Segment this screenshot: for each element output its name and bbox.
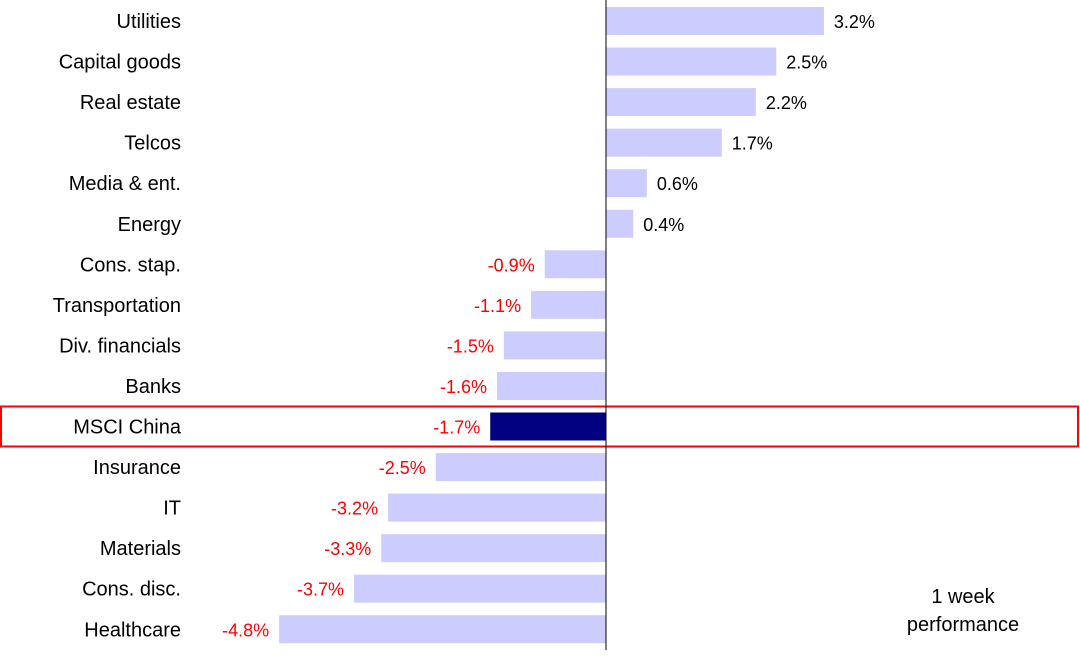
bar-real-estate	[606, 88, 756, 117]
category-label: Banks	[125, 376, 181, 398]
category-label: Telcos	[124, 133, 181, 155]
bar-utilities	[606, 7, 824, 35]
annotation-line-1: 1 week	[931, 586, 995, 608]
data-label: 0.6%	[657, 174, 698, 194]
bar-capital-goods	[606, 47, 777, 76]
data-label: -3.2%	[331, 499, 378, 519]
category-label: Energy	[118, 214, 181, 236]
bar-materials	[381, 534, 606, 563]
data-label: 0.4%	[643, 215, 684, 235]
category-label: Insurance	[93, 457, 181, 479]
bar-media-ent-	[606, 169, 647, 198]
bar-cons-stap-	[544, 250, 606, 279]
bar-healthcare	[279, 615, 606, 644]
data-label: -2.5%	[379, 458, 426, 478]
data-label: -1.5%	[447, 336, 494, 356]
bar-div-financials	[503, 331, 606, 360]
bar-transportation	[531, 290, 606, 319]
category-label: Div. financials	[59, 335, 181, 357]
category-label: Real estate	[80, 92, 181, 114]
data-label: 2.5%	[786, 53, 827, 73]
bar-energy	[606, 209, 634, 238]
category-label: Media & ent.	[69, 173, 181, 195]
category-label: Transportation	[53, 295, 181, 317]
bar-cons-disc-	[354, 574, 606, 603]
bar-banks	[497, 371, 606, 400]
category-label: Healthcare	[84, 619, 181, 641]
bar-telcos	[606, 128, 722, 157]
category-label: MSCI China	[73, 417, 182, 439]
category-label: IT	[163, 498, 181, 520]
data-label: -4.8%	[222, 620, 269, 640]
bar-msci-china	[490, 412, 606, 441]
category-label: Cons. stap.	[80, 254, 181, 276]
data-label: -3.3%	[324, 539, 371, 559]
data-label: 1.7%	[732, 134, 773, 154]
data-label: -3.7%	[297, 580, 344, 600]
data-label: -0.9%	[488, 255, 535, 275]
bar-it	[388, 493, 606, 522]
category-label: Materials	[100, 538, 181, 560]
data-label: -1.7%	[433, 418, 480, 438]
data-label: -1.1%	[474, 296, 521, 316]
category-label: Cons. disc.	[82, 579, 181, 601]
bar-insurance	[435, 453, 606, 482]
data-label: 3.2%	[834, 12, 875, 32]
category-label: Capital goods	[59, 52, 181, 74]
category-label: Utilities	[117, 11, 181, 33]
data-label: -1.6%	[440, 377, 487, 397]
annotation-line-2: performance	[907, 614, 1019, 636]
data-label: 2.2%	[766, 93, 807, 113]
highlight-box	[0, 405, 1079, 448]
